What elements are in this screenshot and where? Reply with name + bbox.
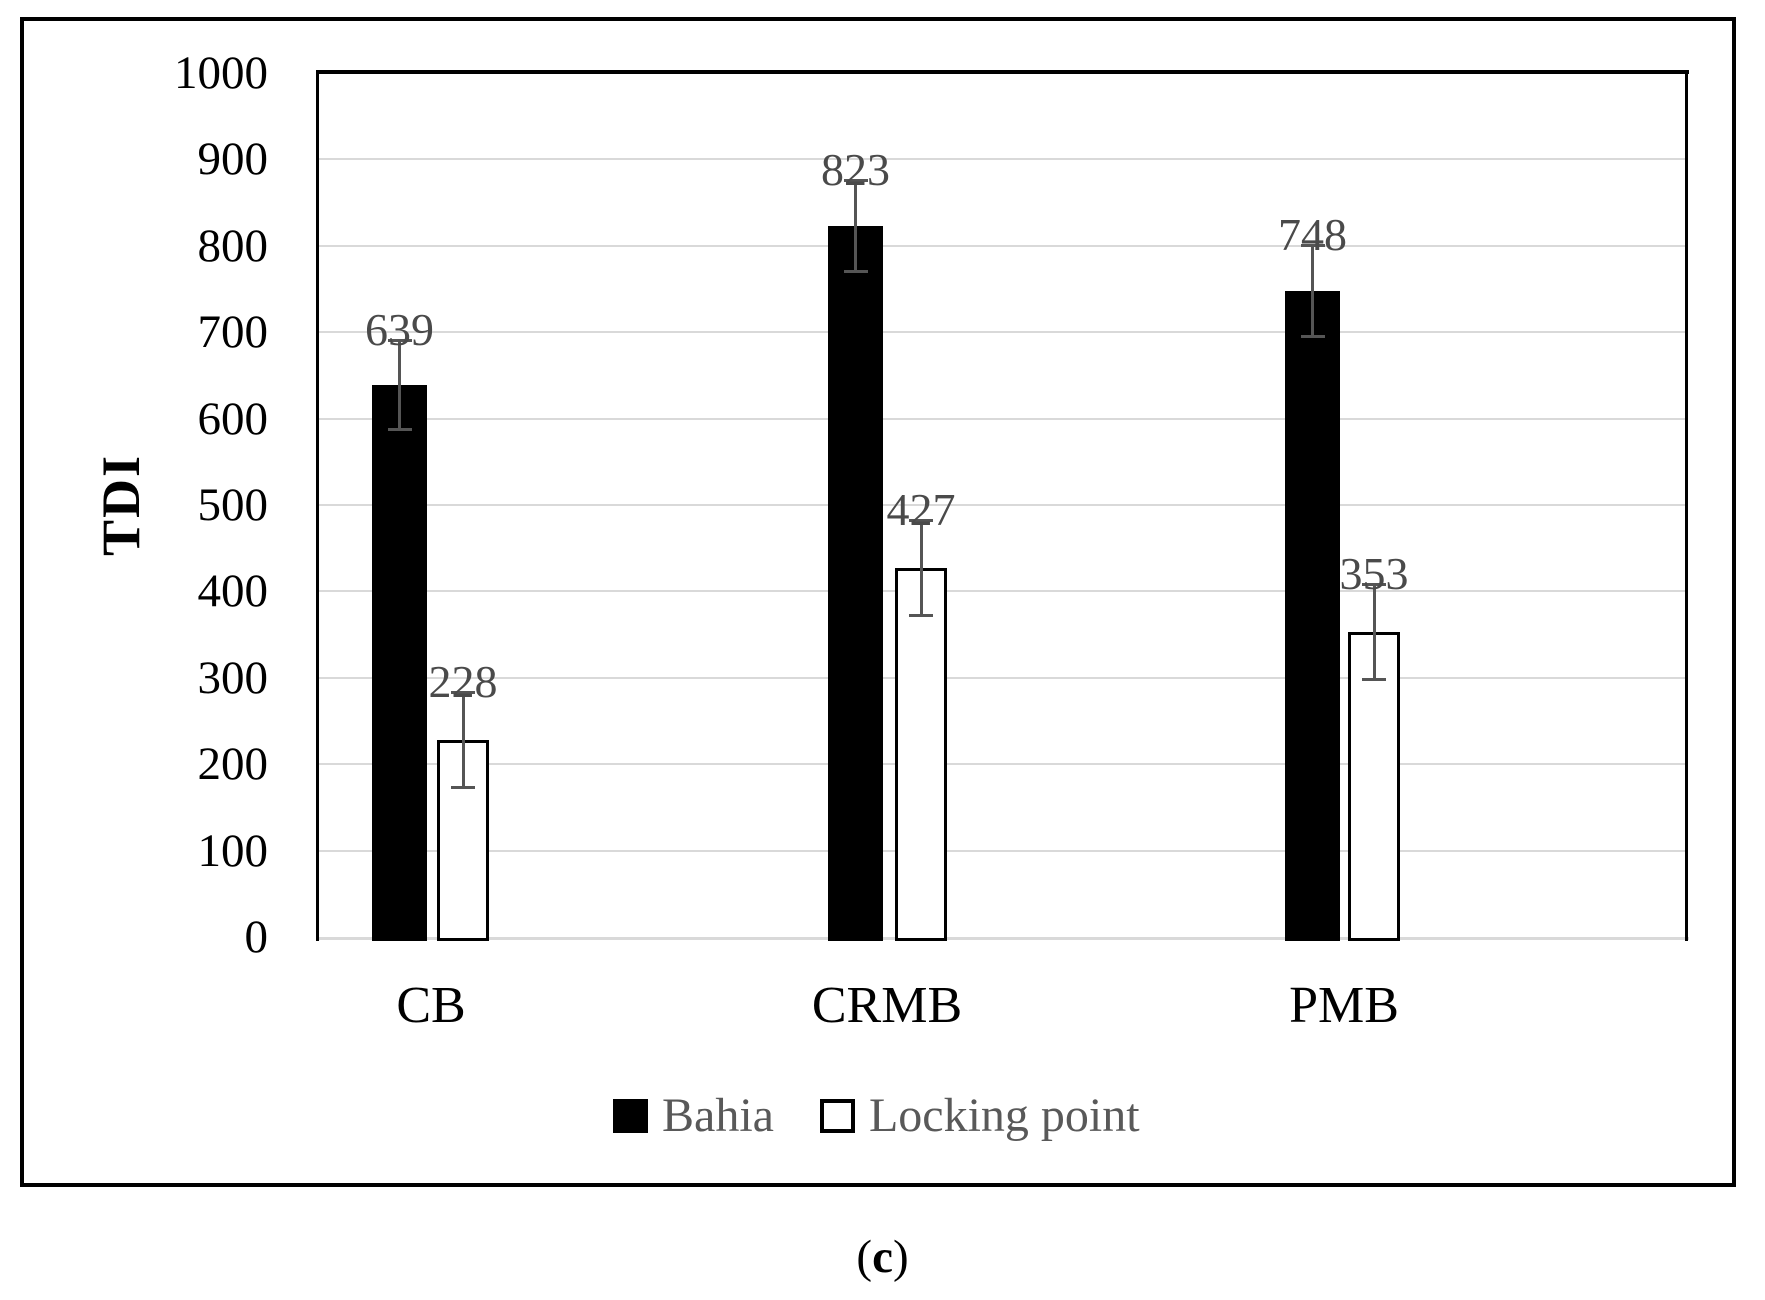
gridline-400 bbox=[319, 590, 1685, 593]
plot-border-right bbox=[1685, 70, 1688, 941]
caption-letter: c bbox=[872, 1231, 893, 1283]
category-label-CB: CB bbox=[396, 977, 466, 1034]
data-label-locking-point-CRMB: 427 bbox=[886, 483, 956, 535]
error-bar-line-locking-point-CRMB bbox=[919, 519, 923, 617]
error-bar-cap-bottom-locking-point-CRMB bbox=[909, 614, 933, 618]
y-tick-label-200: 200 bbox=[197, 738, 269, 791]
error-bar-cap-top-bahia-CB bbox=[387, 338, 412, 342]
legend: Bahia Locking point bbox=[613, 1092, 1140, 1140]
gridline-300 bbox=[319, 676, 1685, 679]
legend-item-locking-point: Locking point bbox=[819, 1089, 1140, 1142]
error-bar-cap-bottom-locking-point-PMB bbox=[1362, 678, 1386, 682]
gridline-500 bbox=[319, 504, 1685, 506]
category-label-CRMB: CRMB bbox=[811, 977, 963, 1034]
bar-locking-point-CRMB bbox=[895, 568, 947, 941]
y-tick-label-800: 800 bbox=[197, 219, 269, 272]
error-bar-cap-bottom-bahia-PMB bbox=[1300, 334, 1325, 338]
gridline-900 bbox=[319, 158, 1685, 161]
error-bar-cap-bottom-bahia-CB bbox=[387, 427, 412, 431]
error-bar-cap-bottom-bahia-CRMB bbox=[843, 269, 868, 273]
bar-bahia-CB bbox=[372, 384, 427, 941]
error-bar-line-locking-point-CB bbox=[461, 691, 465, 789]
gridline-600 bbox=[319, 417, 1685, 420]
data-label-locking-point-PMB: 353 bbox=[1339, 547, 1409, 599]
legend-swatch-bahia bbox=[613, 1099, 648, 1133]
y-tick-label-500: 500 bbox=[197, 479, 269, 531]
caption-paren-open: ( bbox=[856, 1231, 873, 1283]
error-bar-cap-top-locking-point-CB bbox=[451, 690, 475, 694]
figure-border bbox=[20, 17, 1736, 1187]
data-label-bahia-CRMB: 823 bbox=[821, 144, 890, 196]
data-label-locking-point-CB: 228 bbox=[428, 655, 498, 707]
y-tick-label-0: 0 bbox=[244, 911, 269, 963]
figure-caption: (c) bbox=[0, 1232, 1765, 1282]
error-bar-line-bahia-CRMB bbox=[854, 180, 857, 272]
error-bar-line-bahia-PMB bbox=[1311, 244, 1314, 337]
legend-label-bahia: Bahia bbox=[662, 1089, 774, 1142]
y-tick-label-600: 600 bbox=[197, 392, 269, 445]
error-bar-cap-top-bahia-CRMB bbox=[843, 179, 868, 183]
legend-item-bahia: Bahia bbox=[613, 1092, 774, 1140]
y-tick-label-1000: 1000 bbox=[174, 47, 268, 99]
bar-bahia-CRMB bbox=[828, 225, 883, 941]
legend-label-locking-point: Locking point bbox=[868, 1089, 1140, 1142]
plot-border-top bbox=[316, 70, 1689, 74]
error-bar-cap-top-locking-point-CRMB bbox=[909, 518, 933, 522]
error-bar-line-locking-point-PMB bbox=[1372, 583, 1376, 681]
legend-swatch-locking-point bbox=[819, 1099, 855, 1133]
gridline-800 bbox=[319, 244, 1685, 247]
error-bar-cap-bottom-locking-point-CB bbox=[451, 786, 475, 790]
x-axis-baseline bbox=[316, 937, 1689, 940]
gridline-200 bbox=[319, 763, 1685, 766]
error-bar-cap-top-locking-point-PMB bbox=[1362, 582, 1386, 586]
data-label-bahia-PMB: 748 bbox=[1278, 208, 1347, 260]
bar-locking-point-PMB bbox=[1348, 632, 1400, 941]
error-bar-cap-top-bahia-PMB bbox=[1300, 243, 1325, 247]
y-tick-label-900: 900 bbox=[197, 133, 269, 186]
bar-bahia-PMB bbox=[1285, 290, 1340, 941]
category-label-PMB: PMB bbox=[1289, 977, 1399, 1034]
caption-paren-close: ) bbox=[892, 1231, 909, 1283]
y-tick-label-700: 700 bbox=[197, 306, 269, 359]
error-bar-line-bahia-CB bbox=[398, 339, 401, 430]
y-axis-line bbox=[316, 70, 319, 941]
y-tick-label-400: 400 bbox=[197, 565, 269, 618]
y-tick-label-100: 100 bbox=[197, 824, 269, 877]
gridline-700 bbox=[319, 331, 1685, 334]
y-tick-label-300: 300 bbox=[197, 651, 269, 704]
data-label-bahia-CB: 639 bbox=[365, 303, 434, 355]
gridline-100 bbox=[319, 849, 1685, 852]
